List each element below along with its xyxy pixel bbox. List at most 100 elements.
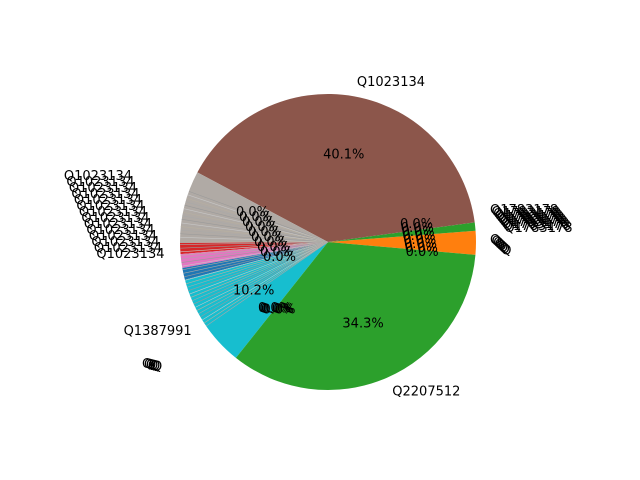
overlapping-label: Q [142, 357, 152, 372]
minor-slice-line [182, 241, 329, 271]
overlapping-label: Q1783178 [490, 203, 558, 218]
overlapping-label: Q1023134 [89, 229, 157, 244]
minor-slice-line [183, 208, 329, 243]
overlapping-label: 0.0% [403, 233, 436, 248]
overlapping-label: Q1783178 [492, 205, 560, 220]
overlapping-label: Q1023134 [86, 223, 154, 238]
minor-slice-line [180, 240, 329, 243]
minor-slice-line [185, 241, 329, 285]
overlapping-label: 0.0% [402, 225, 435, 240]
overlapping-label: 0.0% [406, 245, 439, 260]
overlapping-label: 0.0% [260, 302, 293, 317]
overlapping-label: Q [500, 242, 510, 257]
minor-slice-line [183, 241, 329, 274]
pie-percent-labels: 40.1% 34.3% 10.2% [233, 148, 384, 332]
minor-slice-line [203, 241, 329, 324]
overlapping-label: Q1023134 [69, 181, 137, 196]
minor-slice-line [190, 241, 329, 298]
overlapping-label: Q1023134 [84, 217, 152, 232]
overlapping-label: Q1023134 [74, 193, 142, 208]
overlapping-label: 0.0% [239, 210, 272, 225]
slice-label: Q1387991 [124, 324, 192, 339]
overlapping-label: Q [152, 360, 162, 375]
minor-slice-line [180, 241, 329, 245]
minor-slice-line [180, 241, 329, 253]
minor-slice-line [181, 241, 329, 267]
overlapping-label: Q [144, 358, 154, 373]
minor-slice-line [206, 241, 329, 327]
minor-slice-line [184, 241, 329, 281]
overlapping-label: Q [490, 233, 500, 248]
minor-slice-line [195, 241, 329, 308]
minor-slice-line [192, 241, 329, 302]
overlapping-label: 0.0% [402, 229, 435, 244]
overlapping-label: 0.0% [257, 240, 290, 255]
overlapping-label: Q1023134 [96, 247, 164, 262]
overlapping-label: 0.0% [404, 237, 437, 252]
overlapping-label: Q1783178 [496, 211, 564, 226]
overlapping-label: 0.0% [401, 221, 434, 236]
pie-slice-minor-0 [328, 230, 476, 255]
minor-slice-line [180, 237, 329, 243]
minor-slice-line [180, 229, 329, 243]
overlapping-label: Q1023134 [66, 175, 134, 190]
overlapping-label: Q1783178 [504, 221, 572, 236]
overlapping-label: Q1783178 [503, 219, 571, 234]
minor-slice-line [184, 241, 329, 278]
overlapping-label: Q [146, 358, 156, 373]
pie-slice-minor-5 [180, 242, 328, 269]
minor-slice-line [180, 241, 329, 260]
minor-slice-line [193, 241, 329, 305]
minor-slice-line [188, 191, 329, 243]
overlapping-label: Q1023134 [71, 187, 139, 202]
minor-slice-line [181, 219, 329, 243]
minor-slice-line [182, 215, 329, 243]
minor-slice-line [180, 233, 329, 243]
overlapping-label: Q1783178 [498, 213, 566, 228]
minor-slice-line [181, 241, 329, 263]
overlapping-label: 0.0% [261, 302, 294, 317]
overlapping-label: Q1783178 [501, 217, 569, 232]
overlapping-label: Q [150, 359, 160, 374]
overlapping-label: 0.0% [251, 230, 284, 245]
minor-slice-line [185, 201, 329, 243]
pie-slice-q1023134 [197, 94, 475, 242]
minor-slice-line [198, 241, 329, 315]
overlapping-label: 0.0% [260, 245, 293, 260]
slice-label: Q2207512 [392, 385, 460, 400]
overlapping-label: Q [495, 238, 505, 253]
overlapping-label: 0.0% [400, 217, 433, 232]
overlapping-label: Q1023134 [81, 211, 149, 226]
minor-slice-line [181, 222, 329, 243]
overlapping-label: 0.0% [263, 250, 296, 265]
minor-slice-line [200, 241, 329, 318]
pie-slice-minor-3 [180, 172, 328, 244]
overlapping-label: 0.0% [258, 301, 291, 316]
overlapping-label: Q1023134 [76, 199, 144, 214]
overlapping-label: Q [501, 244, 511, 259]
pie-slice-minor-4 [180, 242, 328, 255]
overlapping-label: Q1023134 [91, 235, 159, 250]
overlapping-label: Q [496, 239, 506, 254]
minor-slice-line [186, 241, 329, 288]
minor-slice-line [180, 241, 329, 249]
pie-slice-q2207512 [235, 242, 476, 391]
overlapping-label: Q1783178 [493, 207, 561, 222]
pie-slices [180, 94, 476, 391]
overlapping-label: Q1783178 [500, 215, 568, 230]
overlapping-label: Q [148, 359, 158, 374]
minor-slice-line [187, 194, 329, 243]
minor-slice-line [180, 226, 329, 243]
overlapping-label: Q [498, 241, 508, 256]
overlapping-label: Q [493, 236, 503, 251]
overlapping-label: 0.0% [405, 241, 438, 256]
pct-label: 10.2% [233, 284, 274, 299]
overlapping-label: 0.0% [254, 235, 287, 250]
overlapping-label: Q [492, 235, 502, 250]
pct-label: 34.3% [342, 317, 383, 332]
overlapping-label: Q1783178 [495, 209, 563, 224]
pie-slice-minor-1 [328, 222, 476, 242]
overlapping-label: 0.0% [248, 225, 281, 240]
minor-slice-line [196, 241, 329, 311]
